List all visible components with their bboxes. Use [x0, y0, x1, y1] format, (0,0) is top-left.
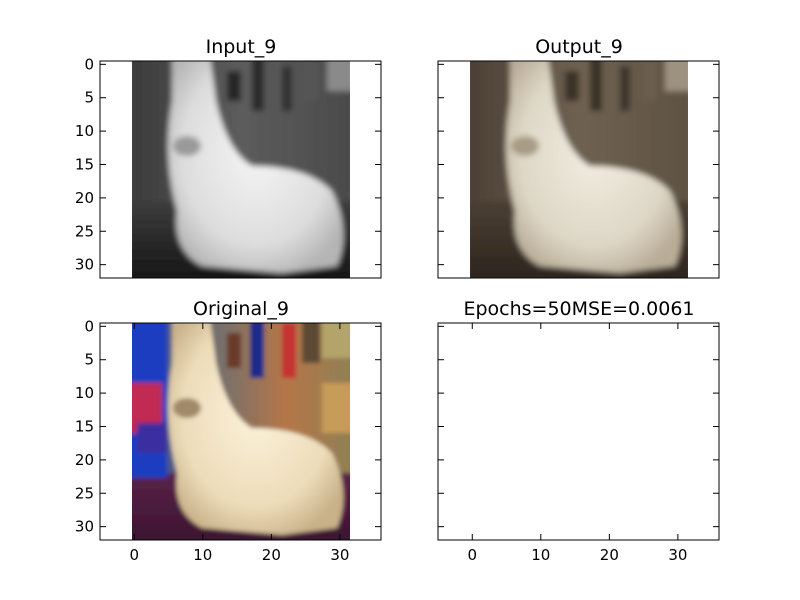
y-tick-label: 30 — [75, 518, 94, 536]
y-tick-label: 10 — [75, 384, 94, 402]
image-input — [132, 61, 350, 278]
subplot-title-epochs-mse: Epochs=50MSE=0.0061 — [463, 298, 694, 320]
x-tick-label: 10 — [531, 546, 550, 564]
subplot-output: Output_9 — [437, 36, 720, 279]
y-tick-label: 30 — [75, 256, 94, 274]
tick-layer: 0 5 10 15 20 25 30 0 5 10 15 20 25 30 0 10 20 30 0 10 20 30 — [75, 55, 719, 564]
axes-frame-original — [99, 322, 382, 541]
x-tick-label: 20 — [262, 546, 281, 564]
y-tick-label: 0 — [84, 55, 94, 73]
x-tick-label: 20 — [600, 546, 619, 564]
x-tick-label: 10 — [193, 546, 212, 564]
x-tick-label: 0 — [129, 546, 139, 564]
subplot-original: Original_9 — [99, 298, 382, 541]
y-tick-label: 5 — [84, 351, 94, 369]
subplot-title-original: Original_9 — [193, 298, 289, 320]
x-tick-label: 30 — [668, 546, 687, 564]
subplot-title-input: Input_9 — [206, 36, 277, 58]
subplot-input: Input_9 — [99, 36, 382, 279]
y-tick-label: 25 — [75, 222, 94, 240]
image-original — [132, 323, 350, 540]
axes-frame-empty — [437, 322, 720, 541]
axes-frame-input — [99, 60, 382, 279]
y-tick-label: 15 — [75, 155, 94, 173]
x-tick-label: 0 — [467, 546, 477, 564]
y-tick-label: 20 — [75, 189, 94, 207]
y-tick-label: 15 — [75, 417, 94, 435]
axes-frame-output — [437, 60, 720, 279]
image-output — [470, 61, 688, 278]
x-tick-label: 30 — [330, 546, 349, 564]
y-tick-label: 0 — [84, 317, 94, 335]
y-tick-label: 20 — [75, 451, 94, 469]
y-tick-label: 10 — [75, 122, 94, 140]
y-tick-label: 5 — [84, 89, 94, 107]
y-tick-label: 25 — [75, 484, 94, 502]
subplot-title-output: Output_9 — [535, 36, 623, 58]
subplot-empty: Epochs=50MSE=0.0061 — [437, 298, 720, 541]
